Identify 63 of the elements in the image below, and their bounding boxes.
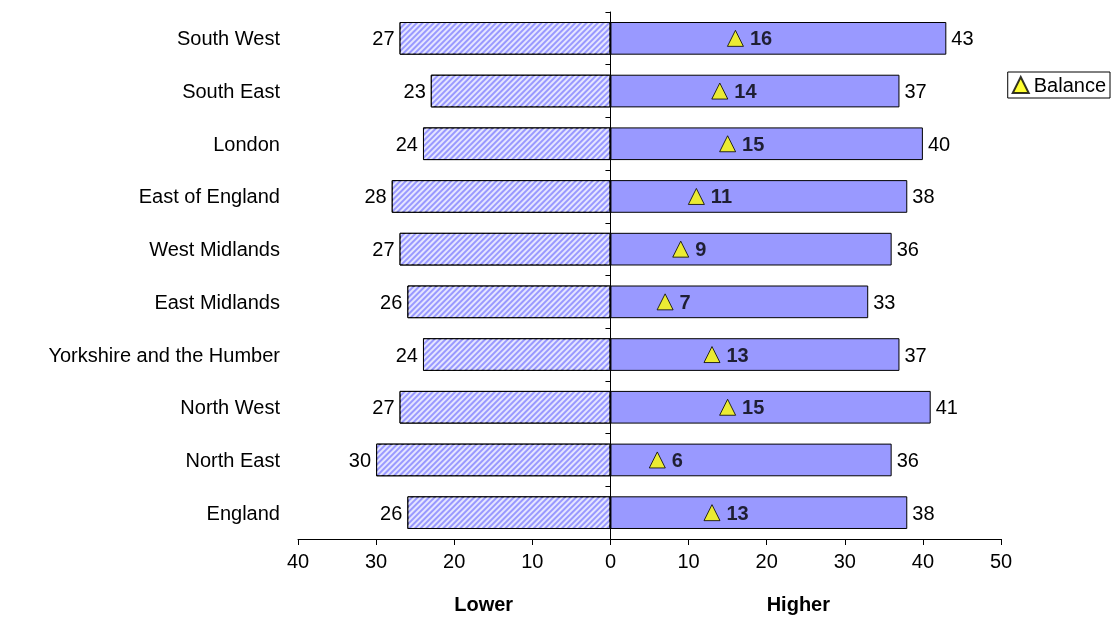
data-label: 38: [912, 185, 935, 208]
x-tick-label: 40: [911, 550, 935, 572]
data-label: 28: [364, 185, 387, 208]
point: [703, 346, 721, 364]
y-tick-label: South West: [176, 27, 281, 50]
point: [687, 187, 705, 205]
data-label: 36: [896, 238, 919, 261]
data-label: 16: [749, 27, 773, 50]
data-label: 15: [742, 396, 765, 419]
data-label: 27: [372, 27, 395, 50]
y-tick-label: England: [206, 501, 280, 524]
data-label: 26: [380, 501, 403, 524]
data-label: 36: [896, 448, 919, 471]
point: [656, 293, 674, 311]
point: [719, 398, 737, 416]
data-label: 40: [927, 132, 951, 155]
data-label: 27: [372, 396, 395, 419]
y-tick-label: West Midlands: [149, 238, 280, 261]
data-label: 13: [726, 501, 749, 524]
data-label: 13: [726, 343, 749, 366]
point: [726, 29, 744, 47]
x-tick-label: 50: [989, 550, 1013, 572]
data-label: 41: [935, 396, 958, 419]
x-tick-label: 10: [521, 550, 544, 572]
point: [719, 135, 737, 153]
x-tick-label: 30: [364, 550, 388, 572]
x-tick-label: 20: [443, 550, 466, 572]
data-label: 38: [912, 501, 935, 524]
y-tick-label: Yorkshire and the Humber: [48, 343, 281, 366]
x-tick-label: 20: [755, 550, 778, 572]
y-tick-label: East of England: [138, 185, 280, 208]
data-label: 9: [695, 238, 707, 261]
data-label: 43: [951, 27, 974, 50]
y-tick-label: North West: [180, 396, 281, 419]
text: Higher: [766, 593, 831, 615]
x-tick-label: 40: [286, 550, 310, 572]
x-tick-label: 10: [677, 550, 700, 572]
data-label: 23: [403, 80, 426, 103]
y-tick-label: London: [213, 132, 280, 155]
data-label: 14: [734, 80, 758, 103]
data-label: 37: [904, 343, 927, 366]
y-tick-label: South East: [182, 80, 281, 103]
data-label: 26: [380, 290, 403, 313]
data-label: 24: [395, 132, 418, 155]
legend-label: Balance: [1033, 74, 1107, 96]
point: [711, 82, 729, 100]
data-label: 24: [395, 343, 418, 366]
data-label: 27: [372, 238, 395, 261]
data-label: 37: [904, 80, 927, 103]
text: Lower: [454, 593, 514, 615]
data-label: 30: [348, 448, 372, 471]
data-label: 15: [742, 132, 765, 155]
point: [648, 451, 666, 469]
x-tick-label: 0: [604, 550, 617, 572]
x-tick-label: 30: [833, 550, 856, 572]
data-label: 11: [710, 185, 733, 208]
data-label: 6: [671, 448, 683, 471]
y-tick-label: North East: [185, 448, 281, 471]
data-label: 33: [873, 290, 896, 313]
data-label: 7: [679, 290, 691, 313]
point: [703, 504, 721, 522]
point: [672, 240, 690, 258]
y-tick-label: East Midlands: [154, 290, 280, 313]
